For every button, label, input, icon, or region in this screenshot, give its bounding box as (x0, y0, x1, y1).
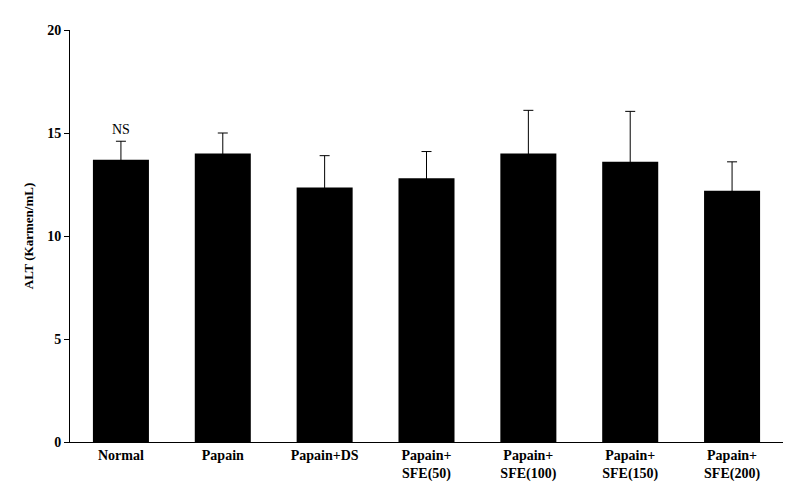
svg-text:Papain+SFE(50): Papain+SFE(50) (402, 448, 452, 482)
svg-text:10: 10 (47, 229, 61, 244)
svg-text:NS: NS (112, 122, 130, 137)
svg-text:Normal: Normal (98, 448, 144, 463)
svg-text:Papain: Papain (202, 448, 244, 463)
svg-text:Papain+SFE(100): Papain+SFE(100) (500, 448, 556, 482)
svg-text:0: 0 (54, 435, 61, 450)
svg-text:Papain+SFE(150): Papain+SFE(150) (602, 448, 658, 482)
svg-text:15: 15 (47, 126, 61, 141)
svg-text:20: 20 (47, 23, 61, 38)
svg-text:Papain+SFE(200): Papain+SFE(200) (704, 448, 760, 482)
svg-text:ALT (Karmen/mL): ALT (Karmen/mL) (21, 183, 36, 290)
svg-text:5: 5 (54, 332, 61, 347)
svg-text:Papain+DS: Papain+DS (291, 448, 359, 463)
